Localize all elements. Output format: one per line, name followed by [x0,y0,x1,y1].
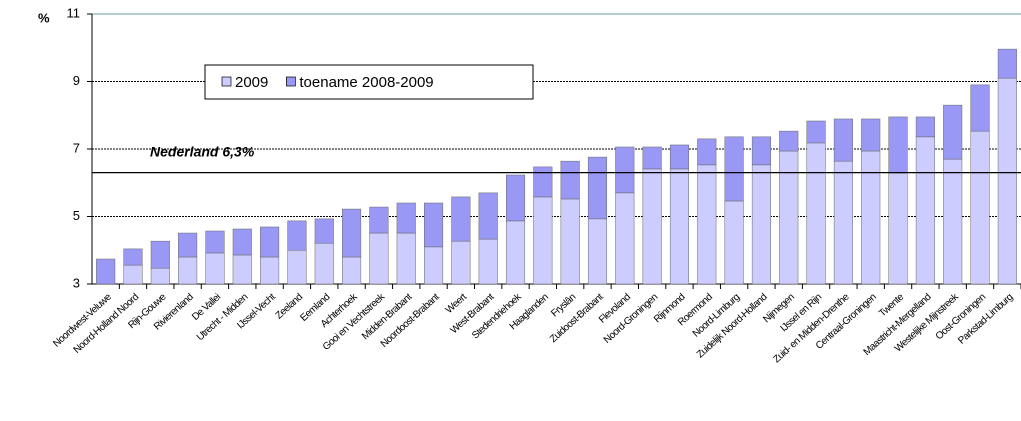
bar-segment [724,136,744,202]
bar-segment [314,218,334,244]
legend-label: toename 2008-2009 [299,74,433,91]
legend-box [204,64,534,100]
bar-segment [697,164,717,285]
bar-segment [997,48,1017,79]
y-tick-label: 5 [73,208,80,223]
y-tick-label: 11 [67,5,81,20]
bar-segment [260,256,280,285]
bar-segment [424,202,444,248]
bar-segment [861,118,881,152]
bar-segment [888,172,908,285]
legend-label: 2009 [235,74,268,91]
bar-segment [669,144,689,170]
bar-segment [861,150,881,285]
bar-segment [342,208,362,258]
bar-segment [314,242,334,285]
bar-segment [205,252,225,285]
bar-segment [478,192,498,240]
bar-segment [505,220,526,285]
bar-segment [779,130,799,152]
bar-segment [970,130,990,285]
bar-segment [587,218,608,285]
bar-segment [970,84,990,132]
bar-segment [615,192,635,285]
bar-segment [232,228,252,256]
bar-segment [560,160,580,200]
bar-segment [806,120,826,144]
bar-segment [205,230,225,254]
bar-segment [587,156,608,220]
bar-segment [915,116,935,138]
bar-segment [997,77,1017,285]
bar-segment [424,246,444,285]
bar-segment [396,232,416,285]
bar-segment [451,240,471,285]
reference-label: Nederland 6,3% [150,143,255,159]
bar-segment [369,206,389,234]
bar-segment [642,146,662,170]
legend-swatch [221,76,232,87]
bar-segment [533,196,553,285]
bar-segment [697,138,717,166]
bar-segment [260,226,280,258]
bar-segment [806,142,826,285]
bar-segment [396,202,416,234]
bar-segment [533,166,553,198]
bar-segment [96,258,116,285]
bar-segment [669,168,689,285]
bar-segment [915,136,935,285]
bar-segment [751,136,771,166]
bar-segment [451,196,471,242]
bar-segment [724,200,744,285]
bar-segment [123,264,143,285]
bar-segment [888,116,908,174]
bar-segment [369,232,389,285]
bar-segment [287,220,307,251]
bar-segment [150,240,170,269]
bar-segment [751,164,771,285]
bar-segment [943,104,963,160]
bar-segment [642,168,662,285]
y-tick-label: 3 [73,275,80,290]
bar-segment [615,146,635,194]
bar-segment [123,248,143,266]
bar-segment [287,250,307,285]
y-tick-label: 9 [73,73,80,88]
bar-segment [505,174,526,222]
bar-segment [232,254,252,285]
bar-segment [943,158,963,285]
y-tick-label: 7 [73,140,80,155]
bar-segment [833,160,853,285]
bar-segment [779,150,799,285]
bar-segment [833,118,853,162]
bar-segment [178,256,198,285]
bar-segment [178,232,198,258]
y-axis-unit: % [38,10,50,25]
bar-segment [478,238,498,285]
bar-segment [342,256,362,285]
bar-segment [150,267,170,285]
legend-swatch [286,76,296,87]
bar-segment [560,198,580,285]
